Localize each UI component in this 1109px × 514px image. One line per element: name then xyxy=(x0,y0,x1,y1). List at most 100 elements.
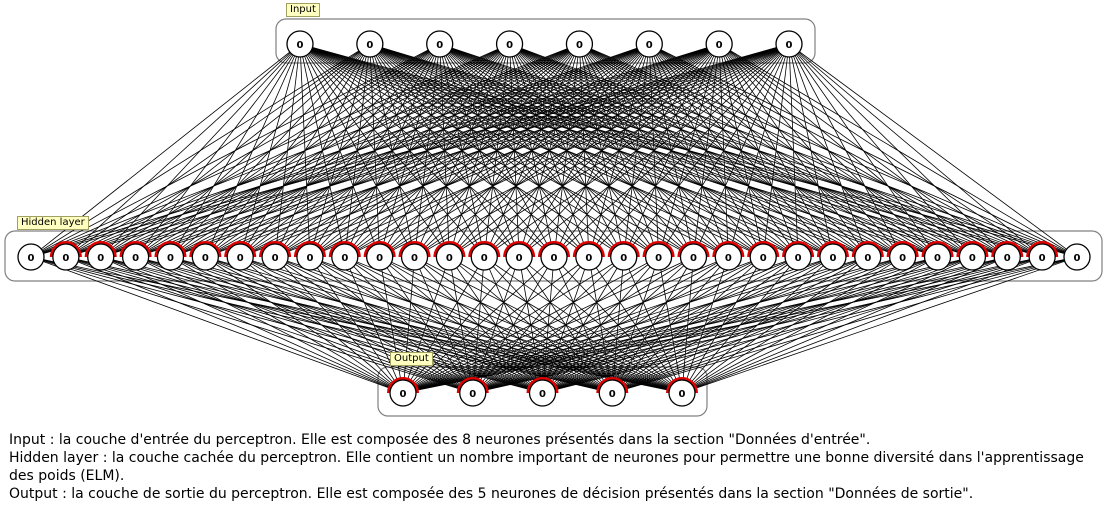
connection-input-hidden xyxy=(240,43,790,258)
hidden-neuron: 0 xyxy=(189,241,222,271)
neuron-circle xyxy=(635,30,663,58)
activation-arc xyxy=(84,241,117,258)
connection-input-hidden xyxy=(788,43,1008,258)
neuron-circle xyxy=(889,243,917,271)
connection-hidden-output xyxy=(612,256,1078,394)
connection-hidden-output xyxy=(472,256,1043,394)
connection-hidden-output xyxy=(274,256,404,394)
activation-arc xyxy=(886,241,919,258)
connection-input-hidden xyxy=(205,43,790,258)
activation-arc xyxy=(328,241,361,258)
hidden-neuron: 0 xyxy=(747,241,780,271)
connection-input-hidden xyxy=(100,43,790,258)
neuron-value: 0 xyxy=(829,253,836,264)
activation-arc xyxy=(503,241,536,258)
neuron-value: 0 xyxy=(341,253,348,264)
hidden-neuron: 0 xyxy=(572,241,605,271)
activation-arc xyxy=(538,241,570,258)
neuron-circle xyxy=(470,243,498,271)
connection-input-hidden xyxy=(623,43,790,258)
connection-hidden-output xyxy=(681,256,1078,394)
input-neuron: 0 xyxy=(705,30,733,58)
neuron-circle xyxy=(540,243,568,271)
neuron-circle xyxy=(1063,243,1091,271)
activation-arc xyxy=(119,241,152,258)
input-neuron: 0 xyxy=(495,30,524,58)
neuron-value: 0 xyxy=(306,253,313,264)
connection-hidden-output xyxy=(239,256,404,394)
connection-input-hidden xyxy=(449,43,790,258)
input-neuron: 0 xyxy=(775,30,803,58)
caption-output: Output : la couche de sortie du perceptr… xyxy=(9,486,974,502)
connection-input-hidden xyxy=(788,43,869,258)
connection-input-hidden xyxy=(344,43,790,258)
connection-hidden-output xyxy=(472,256,1078,394)
caption-input: Input : la couche d'entrée du perceptron… xyxy=(9,432,871,448)
activation-arc xyxy=(991,241,1024,258)
connection-input-hidden xyxy=(788,43,1043,258)
activation-arc xyxy=(49,241,82,258)
neuron-circle xyxy=(714,243,742,271)
neuron-circle xyxy=(226,243,254,271)
hidden-neuron: 0 xyxy=(1026,241,1059,271)
connection-input-hidden xyxy=(788,43,973,258)
hidden-neuron: 0 xyxy=(677,241,710,271)
connection-input-hidden xyxy=(658,43,790,258)
activation-arc xyxy=(596,377,629,394)
connection-input-hidden xyxy=(274,43,790,258)
connection-input-hidden xyxy=(553,43,790,258)
output-neuron: 0 xyxy=(666,377,698,407)
connection-hidden-output xyxy=(402,256,485,394)
connection-input-hidden xyxy=(309,43,790,258)
hidden-neuron: 0 xyxy=(433,241,466,271)
activation-arc xyxy=(921,241,954,258)
connection-input-hidden xyxy=(414,43,790,258)
hidden-neuron: 0 xyxy=(154,241,187,271)
neuron-value: 0 xyxy=(609,389,616,400)
connection-hidden-output xyxy=(170,256,404,394)
activation-arc xyxy=(607,241,640,258)
connection-hidden-output xyxy=(681,256,1043,394)
hidden-neuron: 0 xyxy=(921,241,954,271)
connection-input-hidden xyxy=(788,43,1078,258)
activation-arc xyxy=(224,241,257,258)
hidden-neuron: 0 xyxy=(49,241,82,271)
connection-input-hidden xyxy=(30,43,790,258)
connection-hidden-output xyxy=(402,256,555,394)
neuron-value: 0 xyxy=(576,40,583,51)
hidden-neuron: 0 xyxy=(503,241,536,271)
hidden-neuron: 0 xyxy=(84,241,117,271)
connection-hidden-output xyxy=(402,256,624,394)
connection-hidden-output xyxy=(135,256,404,394)
neuron-value: 0 xyxy=(795,253,802,264)
connection-hidden-output xyxy=(402,256,729,394)
connection-input-hidden xyxy=(135,43,790,258)
output-neuron: 0 xyxy=(526,377,559,407)
hidden-neuron: 0 xyxy=(1063,243,1091,271)
neuron-value: 0 xyxy=(725,253,732,264)
activation-arc xyxy=(1026,241,1059,258)
neuron-circle xyxy=(528,379,557,407)
connection-hidden-output xyxy=(402,256,834,394)
connection-input-hidden xyxy=(762,43,790,258)
connection-hidden-output xyxy=(402,256,1078,394)
hidden-neuron: 0 xyxy=(468,241,501,271)
connection-input-hidden xyxy=(788,43,938,258)
connection-hidden-output xyxy=(542,256,1078,394)
neuron-value: 0 xyxy=(272,253,279,264)
neuron-circle xyxy=(668,379,696,407)
connection-hidden-output xyxy=(309,256,404,394)
neuron-value: 0 xyxy=(655,253,662,264)
neuron-circle xyxy=(261,243,289,271)
activation-arc xyxy=(747,241,780,258)
neuron-circle xyxy=(598,379,626,407)
neuron-value: 0 xyxy=(679,389,686,400)
neuron-circle xyxy=(993,243,1021,271)
connection-hidden-output xyxy=(30,256,404,394)
activation-arc xyxy=(293,241,326,258)
neuron-value: 0 xyxy=(1039,253,1046,264)
activation-arc xyxy=(666,377,698,394)
connection-input-hidden xyxy=(65,43,580,258)
hidden-neuron: 0 xyxy=(782,241,815,271)
connection-input-hidden xyxy=(693,43,790,258)
